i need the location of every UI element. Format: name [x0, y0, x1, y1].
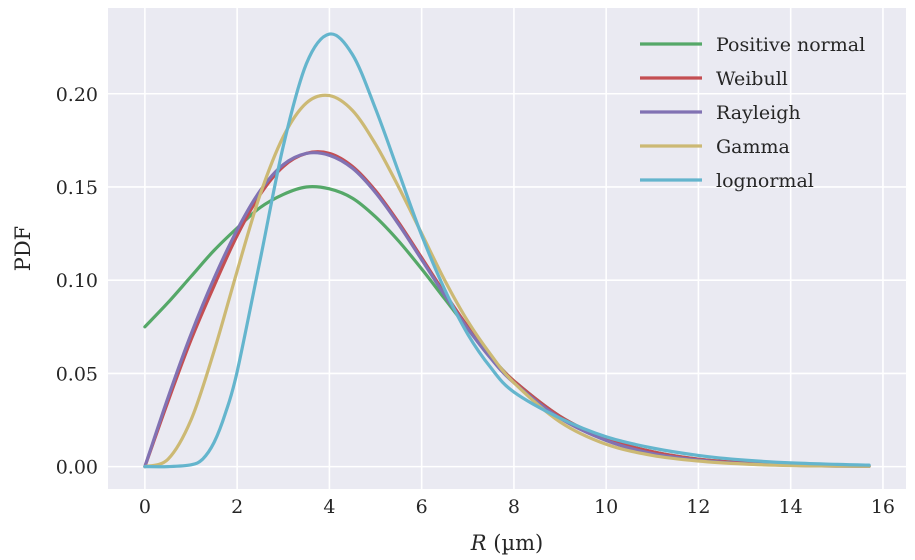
legend-label-gamma: Gamma	[716, 136, 790, 158]
x-tick-label: 16	[871, 496, 895, 518]
x-tick-label: 0	[139, 496, 151, 518]
legend-label-rayleigh: Rayleigh	[716, 102, 801, 124]
legend: Positive normal Weibull Rayleigh Gamma logno…	[640, 34, 865, 192]
legend-label-lognormal: lognormal	[716, 170, 814, 192]
y-tick-label: 0.15	[56, 177, 98, 199]
legend-label-positive-normal: Positive normal	[716, 34, 865, 56]
x-tick-label: 6	[416, 496, 428, 518]
x-tick-label: 4	[323, 496, 335, 518]
plot-area	[108, 8, 906, 489]
x-tick-label: 2	[231, 496, 243, 518]
x-axis-unit: (µm)	[487, 531, 544, 555]
x-axis-title: R (µm)	[470, 531, 543, 555]
y-axis-title: PDF	[11, 226, 35, 272]
y-tick-label: 0.10	[56, 270, 98, 292]
x-axis-variable: R	[470, 531, 487, 555]
x-tick-label: 8	[508, 496, 520, 518]
series-line-lognormal	[143, 32, 871, 469]
legend-label-weibull: Weibull	[716, 68, 788, 90]
x-tick-label: 14	[779, 496, 803, 518]
y-tick-label: 0.20	[56, 84, 98, 106]
x-tick-label: 12	[686, 496, 710, 518]
y-tick-label: 0.00	[56, 457, 98, 479]
y-tick-label: 0.05	[56, 363, 98, 385]
series-lines	[143, 32, 871, 469]
x-tick-label: 10	[594, 496, 618, 518]
tick-labels: 0 2 4 6 8 10 12 14 16 0.00 0.05 0.10 0.15 0.20	[56, 84, 895, 518]
